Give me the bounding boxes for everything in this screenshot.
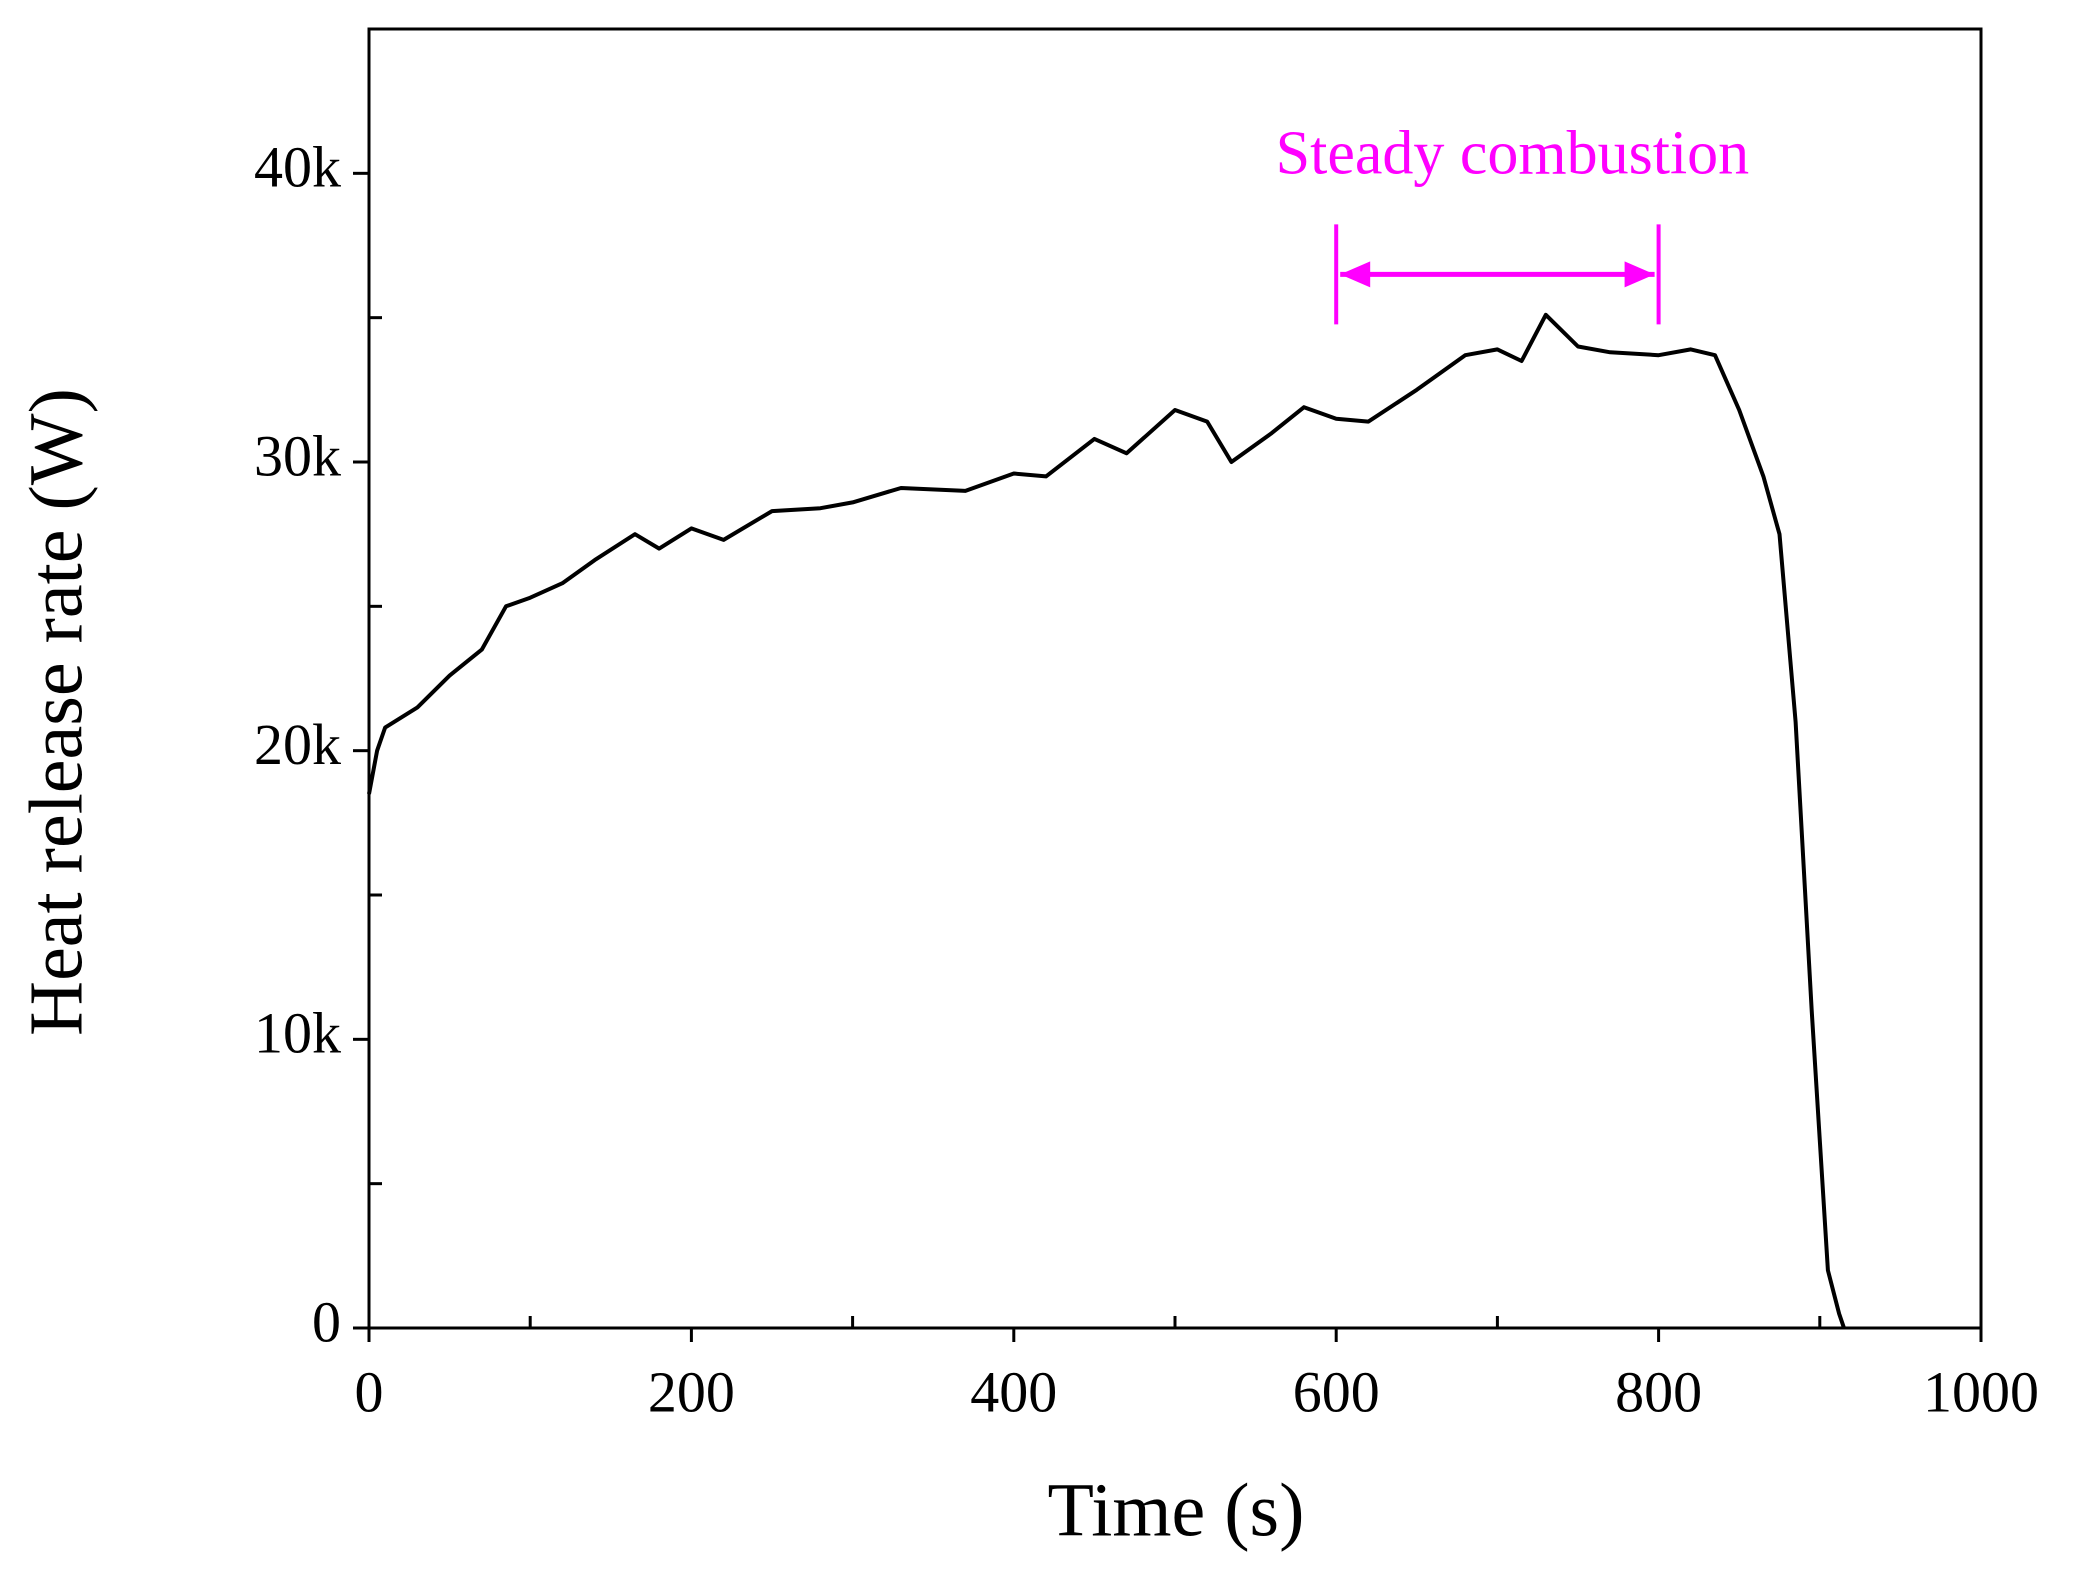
arrow-head (1624, 261, 1655, 288)
y-axis-label: Heat release rate (W) (14, 388, 98, 1036)
arrow-head (1340, 261, 1371, 288)
x-tick-label: 400 (970, 1359, 1057, 1424)
y-tick-label: 0 (312, 1289, 341, 1354)
y-tick-label: 20k (254, 712, 341, 777)
data-line (367, 312, 1846, 1329)
annotation-text: Steady combustion (1276, 120, 1750, 188)
y-tick-label: 30k (254, 423, 341, 488)
plot-frame (367, 27, 1983, 1330)
x-tick-label: 1000 (1923, 1359, 2039, 1424)
x-tick-label: 800 (1615, 1359, 1702, 1424)
y-tick-label: 10k (254, 1001, 341, 1066)
x-axis-label: Time (s) (1048, 1468, 1305, 1552)
x-tick-label: 200 (648, 1359, 735, 1424)
x-tick-label: 600 (1293, 1359, 1380, 1424)
y-tick-label: 40k (254, 135, 341, 200)
x-tick-label: 0 (355, 1359, 384, 1424)
